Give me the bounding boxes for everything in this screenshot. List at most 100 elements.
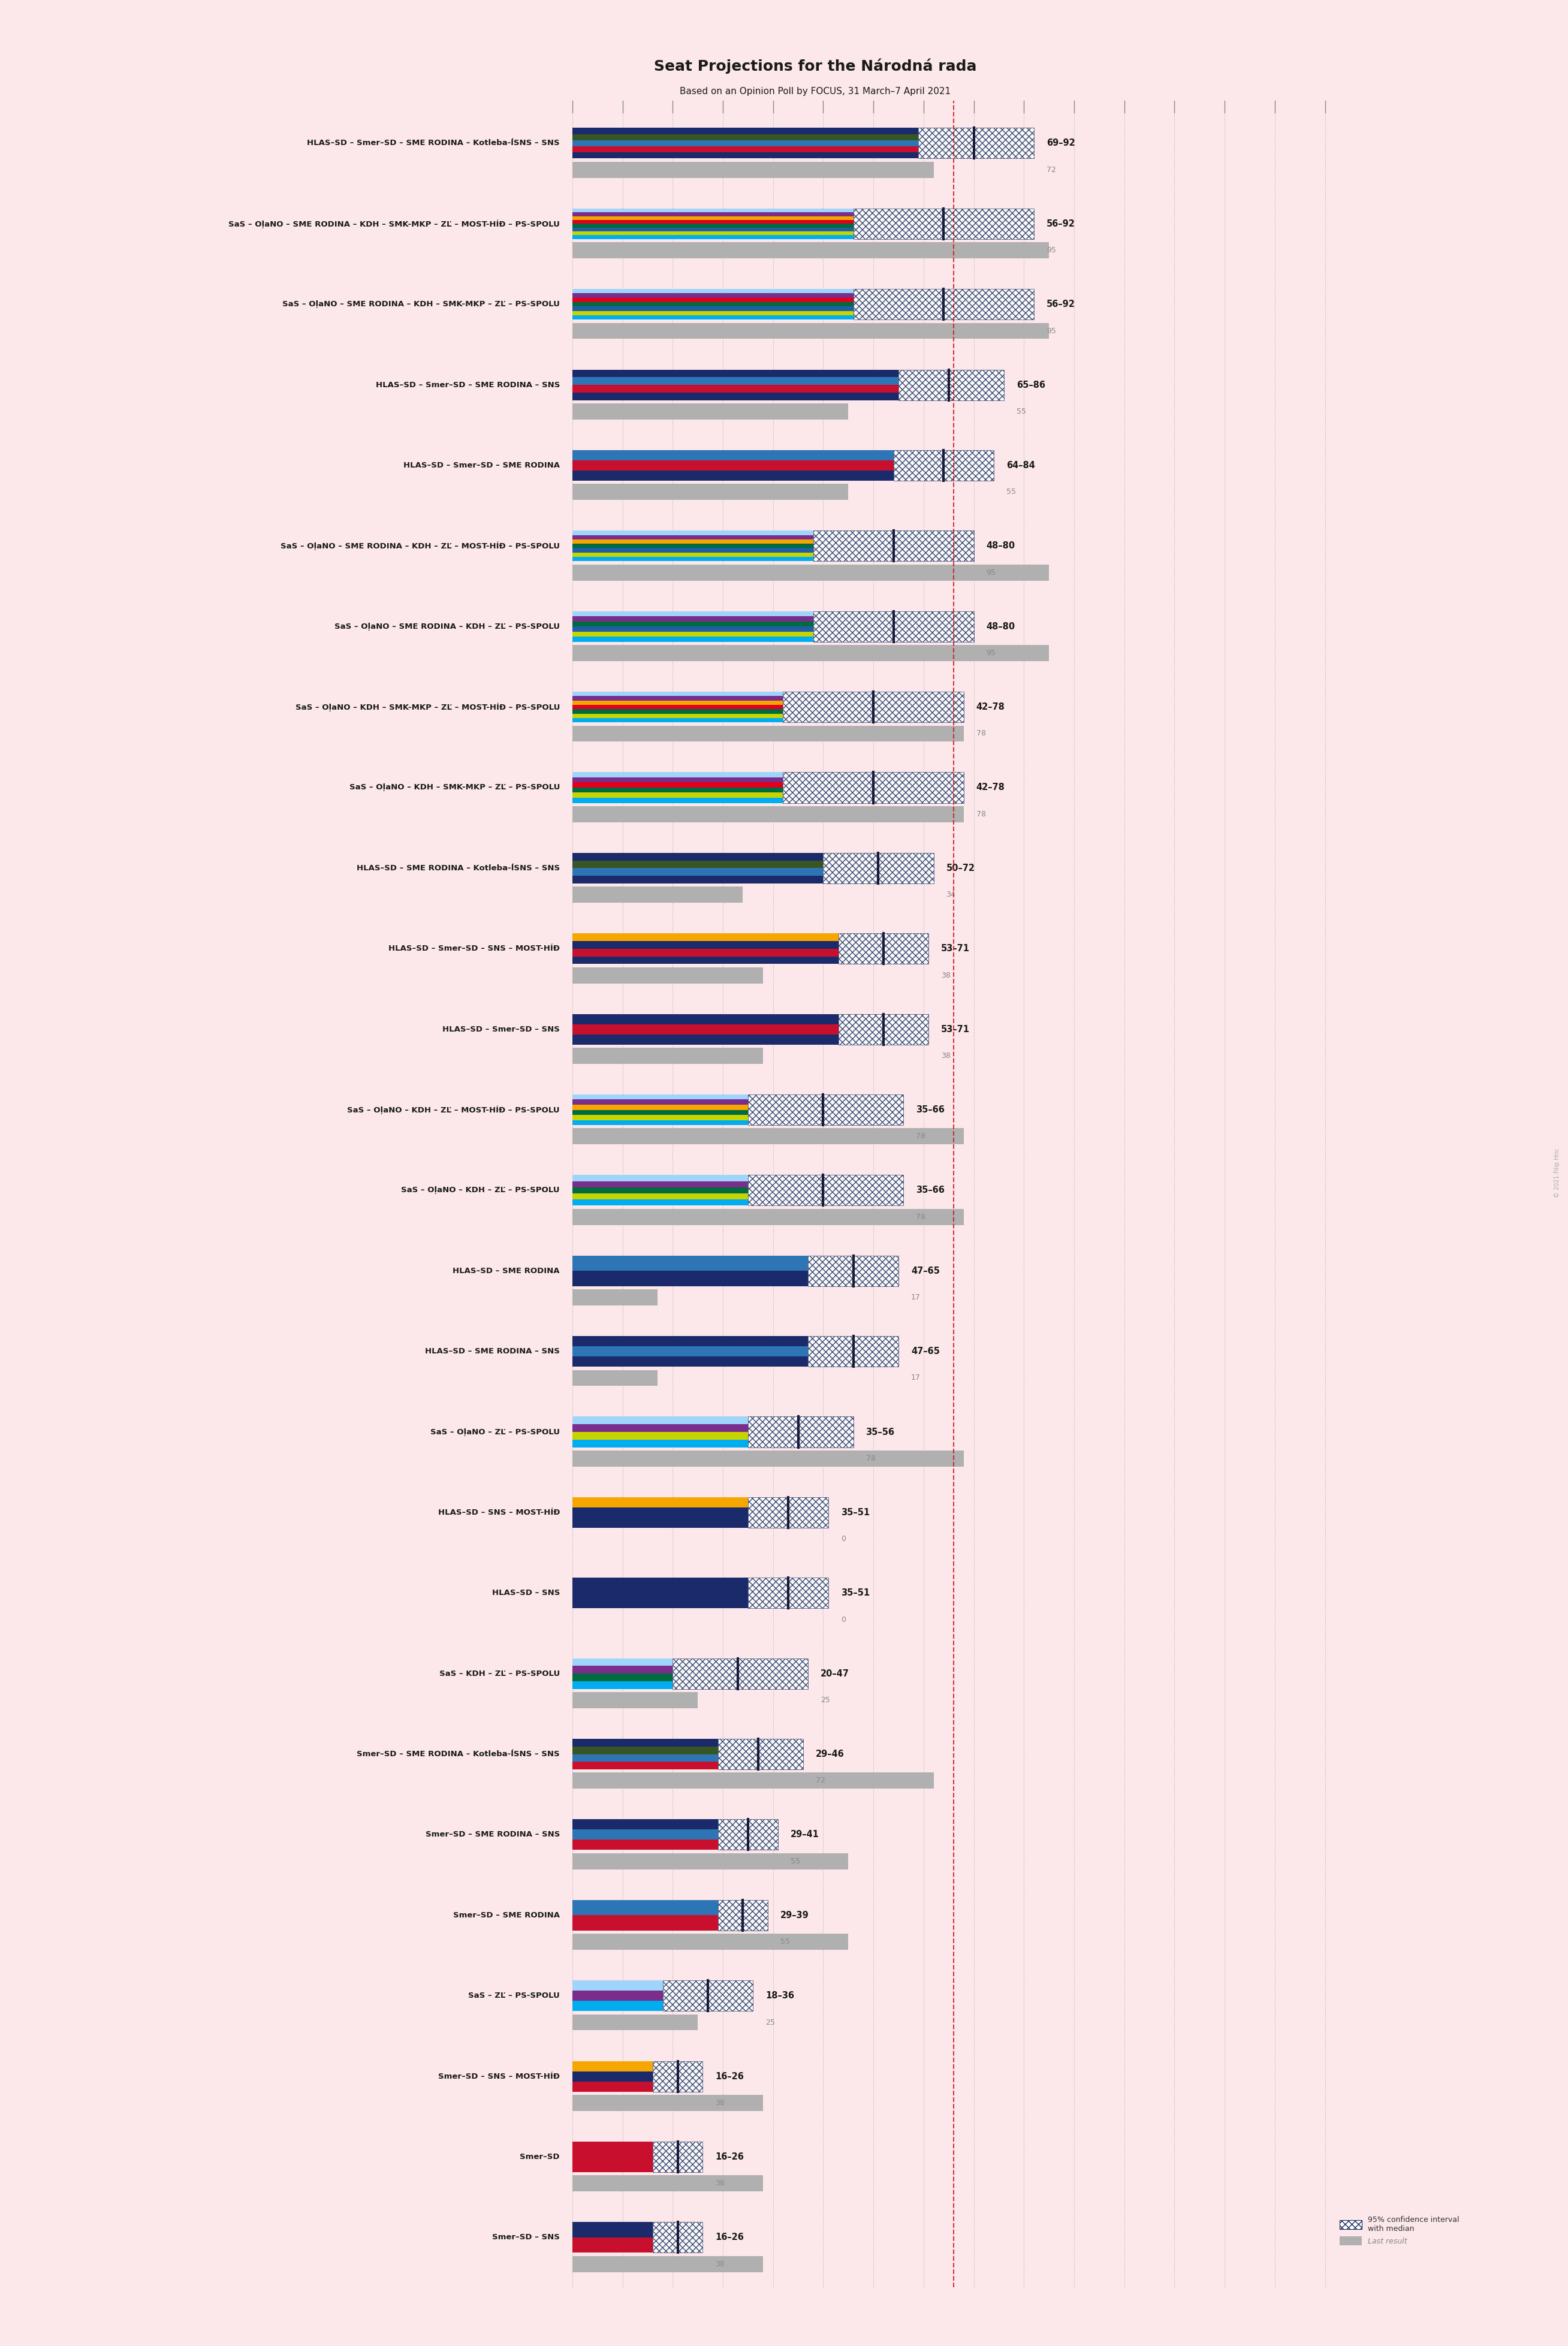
Text: 72: 72: [815, 1776, 825, 1785]
Bar: [572, 223, 853, 228]
Bar: [572, 1440, 748, 1447]
Bar: [572, 298, 853, 303]
Text: 95: 95: [986, 650, 996, 657]
Bar: [572, 1199, 748, 1206]
Text: 29–41: 29–41: [790, 1830, 820, 1839]
Bar: [572, 1105, 748, 1110]
Bar: [839, 1013, 928, 1044]
Bar: [572, 162, 933, 178]
Bar: [572, 622, 814, 626]
Bar: [572, 1497, 748, 1508]
Text: SaS – OļaNO – KDH – ZĽ – PS-SPOLU: SaS – OļaNO – KDH – ZĽ – PS-SPOLU: [401, 1187, 560, 1194]
Bar: [572, 392, 898, 401]
Bar: [572, 242, 1049, 258]
Text: 16–26: 16–26: [715, 2151, 745, 2161]
Bar: [572, 221, 853, 223]
Text: 95: 95: [1046, 326, 1055, 335]
Bar: [572, 134, 919, 141]
Text: 56–92: 56–92: [1046, 300, 1076, 310]
Bar: [572, 1255, 808, 1272]
Text: 42–78: 42–78: [977, 701, 1005, 711]
Bar: [572, 713, 782, 718]
Bar: [572, 460, 894, 472]
Text: SaS – OļaNO – ZĽ – PS-SPOLU: SaS – OļaNO – ZĽ – PS-SPOLU: [430, 1429, 560, 1436]
Bar: [572, 129, 919, 134]
Bar: [572, 2142, 652, 2172]
Bar: [572, 704, 782, 708]
Text: 47–65: 47–65: [911, 1347, 939, 1356]
Text: 17: 17: [911, 1293, 920, 1302]
Bar: [572, 793, 782, 798]
Bar: [572, 1980, 663, 1992]
Bar: [572, 209, 1033, 239]
Bar: [572, 1666, 673, 1673]
Bar: [718, 1820, 778, 1851]
Bar: [572, 2062, 702, 2093]
Text: 38: 38: [715, 2179, 724, 2186]
Text: HLAS–SD – Smer–SD – SME RODINA – Kotleba-ĺSNS – SNS: HLAS–SD – Smer–SD – SME RODINA – Kotleba…: [307, 138, 560, 148]
Bar: [572, 1659, 808, 1689]
Bar: [572, 708, 782, 713]
Text: 25: 25: [820, 1696, 829, 1703]
Bar: [572, 540, 814, 544]
Text: SaS – OļaNO – KDH – SMK-MKP – ZĽ – PS-SPOLU: SaS – OļaNO – KDH – SMK-MKP – ZĽ – PS-SP…: [350, 784, 560, 791]
Text: HLAS–SD – Smer–SD – SNS: HLAS–SD – Smer–SD – SNS: [442, 1025, 560, 1032]
Bar: [572, 1579, 828, 1609]
Bar: [572, 967, 764, 983]
Text: HLAS–SD – SME RODINA: HLAS–SD – SME RODINA: [453, 1267, 560, 1274]
Bar: [572, 378, 898, 385]
Bar: [572, 1900, 718, 1914]
Text: 34: 34: [946, 891, 955, 899]
Bar: [572, 1049, 764, 1063]
Text: SaS – OļaNO – SME RODINA – KDH – SMK-MKP – ZĽ – PS-SPOLU: SaS – OļaNO – SME RODINA – KDH – SMK-MKP…: [282, 300, 560, 307]
Bar: [572, 293, 853, 298]
Bar: [572, 1187, 748, 1194]
Bar: [572, 934, 928, 964]
Bar: [572, 2015, 698, 2029]
Text: 78: 78: [916, 1133, 925, 1140]
Bar: [572, 1337, 898, 1368]
Bar: [572, 1853, 848, 1870]
Bar: [748, 1417, 853, 1447]
Bar: [572, 1175, 903, 1206]
Bar: [572, 1128, 964, 1145]
Bar: [572, 807, 964, 821]
Text: 55: 55: [1016, 408, 1025, 415]
Text: SaS – OļaNO – SME RODINA – KDH – SMK-MKP – ZĽ – MOST-HÍĐ – PS-SPOLU: SaS – OļaNO – SME RODINA – KDH – SMK-MKP…: [229, 221, 560, 228]
Text: 48–80: 48–80: [986, 622, 1014, 631]
Bar: [572, 692, 782, 697]
Bar: [572, 617, 814, 622]
Bar: [572, 948, 839, 957]
Bar: [663, 1980, 753, 2011]
Bar: [572, 211, 853, 216]
Text: 53–71: 53–71: [941, 1025, 971, 1035]
Bar: [572, 228, 853, 232]
Bar: [808, 1255, 898, 1286]
Text: Smer–SD – SNS: Smer–SD – SNS: [492, 2233, 560, 2240]
Text: 35–56: 35–56: [866, 1426, 895, 1436]
Bar: [894, 450, 994, 481]
Bar: [572, 1820, 718, 1830]
Bar: [572, 209, 853, 211]
Bar: [572, 1755, 718, 1762]
Bar: [572, 1450, 964, 1466]
Bar: [572, 772, 782, 777]
Bar: [572, 1738, 718, 1745]
Text: SaS – OļaNO – KDH – ZĽ – MOST-HÍĐ – PS-SPOLU: SaS – OļaNO – KDH – ZĽ – MOST-HÍĐ – PS-S…: [347, 1105, 560, 1114]
Bar: [782, 772, 964, 802]
Bar: [572, 1992, 663, 2001]
Bar: [853, 289, 1033, 319]
Bar: [572, 1839, 718, 1851]
Bar: [572, 1114, 748, 1119]
Bar: [572, 612, 974, 643]
Bar: [572, 232, 853, 235]
Bar: [572, 1096, 748, 1100]
Bar: [572, 1194, 748, 1199]
Bar: [572, 404, 848, 420]
Text: 29–46: 29–46: [815, 1750, 844, 1759]
Bar: [572, 697, 782, 701]
Bar: [572, 450, 894, 460]
Bar: [814, 530, 974, 561]
Bar: [572, 530, 974, 561]
Bar: [748, 1497, 828, 1527]
